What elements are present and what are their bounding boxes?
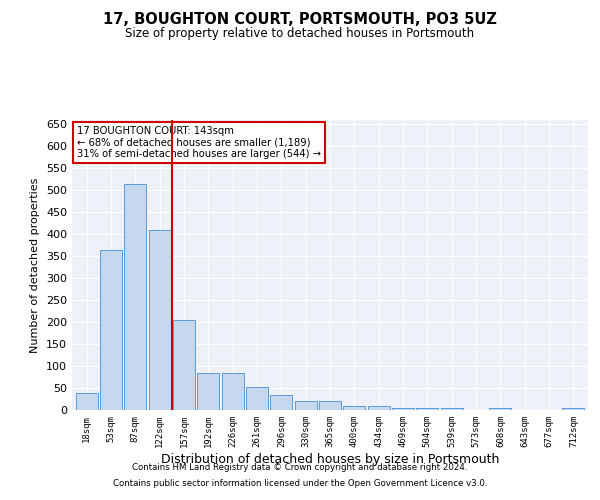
Bar <box>343 406 365 410</box>
Bar <box>271 394 292 410</box>
Bar <box>319 401 341 410</box>
Bar <box>368 406 389 410</box>
Y-axis label: Number of detached properties: Number of detached properties <box>31 178 40 352</box>
Bar <box>221 372 244 410</box>
Bar <box>490 408 511 410</box>
Text: 17, BOUGHTON COURT, PORTSMOUTH, PO3 5UZ: 17, BOUGHTON COURT, PORTSMOUTH, PO3 5UZ <box>103 12 497 28</box>
Bar <box>441 408 463 410</box>
Bar <box>562 408 584 410</box>
Bar <box>173 320 195 410</box>
Text: Contains public sector information licensed under the Open Government Licence v3: Contains public sector information licen… <box>113 478 487 488</box>
Bar <box>295 401 317 410</box>
Bar <box>392 408 414 410</box>
Text: 17 BOUGHTON COURT: 143sqm
← 68% of detached houses are smaller (1,189)
31% of se: 17 BOUGHTON COURT: 143sqm ← 68% of detac… <box>77 126 321 159</box>
Text: Size of property relative to detached houses in Portsmouth: Size of property relative to detached ho… <box>125 28 475 40</box>
Bar <box>76 394 98 410</box>
Bar <box>246 387 268 410</box>
Bar <box>416 408 439 410</box>
X-axis label: Distribution of detached houses by size in Portsmouth: Distribution of detached houses by size … <box>161 452 499 466</box>
Bar <box>149 230 170 410</box>
Bar <box>197 372 219 410</box>
Bar <box>100 250 122 410</box>
Text: Contains HM Land Registry data © Crown copyright and database right 2024.: Contains HM Land Registry data © Crown c… <box>132 464 468 472</box>
Bar <box>124 184 146 410</box>
